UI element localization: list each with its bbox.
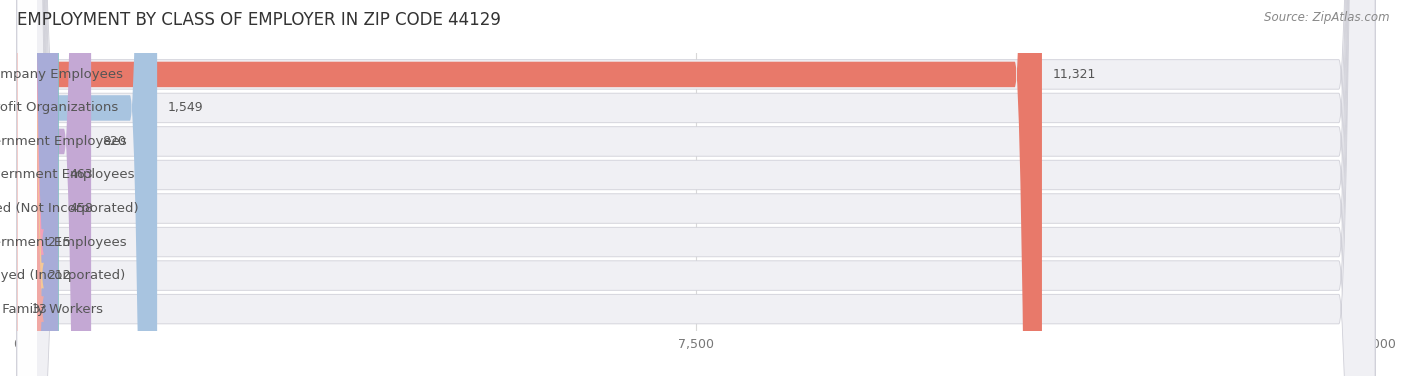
FancyBboxPatch shape bbox=[17, 0, 1375, 376]
Text: State Government Employees: State Government Employees bbox=[0, 235, 127, 249]
FancyBboxPatch shape bbox=[17, 0, 157, 376]
FancyBboxPatch shape bbox=[17, 0, 1375, 376]
FancyBboxPatch shape bbox=[18, 0, 37, 376]
FancyBboxPatch shape bbox=[10, 0, 44, 376]
FancyBboxPatch shape bbox=[18, 0, 37, 376]
FancyBboxPatch shape bbox=[17, 0, 1375, 376]
FancyBboxPatch shape bbox=[17, 0, 58, 376]
FancyBboxPatch shape bbox=[17, 0, 1375, 376]
FancyBboxPatch shape bbox=[17, 0, 1375, 376]
Text: 215: 215 bbox=[48, 235, 70, 249]
Text: 1,549: 1,549 bbox=[167, 102, 204, 114]
Text: 212: 212 bbox=[46, 269, 70, 282]
FancyBboxPatch shape bbox=[18, 0, 37, 376]
Text: Not-for-profit Organizations: Not-for-profit Organizations bbox=[0, 102, 118, 114]
Text: Self-Employed (Not Incorporated): Self-Employed (Not Incorporated) bbox=[0, 202, 139, 215]
Text: 463: 463 bbox=[70, 168, 93, 182]
Text: 33: 33 bbox=[31, 303, 46, 315]
Text: 458: 458 bbox=[69, 202, 93, 215]
Text: 11,321: 11,321 bbox=[1053, 68, 1097, 81]
Text: Federal Government Employees: Federal Government Employees bbox=[0, 168, 134, 182]
FancyBboxPatch shape bbox=[18, 0, 37, 376]
Text: Private Company Employees: Private Company Employees bbox=[0, 68, 122, 81]
Text: EMPLOYMENT BY CLASS OF EMPLOYER IN ZIP CODE 44129: EMPLOYMENT BY CLASS OF EMPLOYER IN ZIP C… bbox=[17, 11, 501, 29]
FancyBboxPatch shape bbox=[18, 0, 37, 376]
FancyBboxPatch shape bbox=[18, 0, 37, 376]
Text: 820: 820 bbox=[103, 135, 127, 148]
FancyBboxPatch shape bbox=[17, 0, 91, 376]
FancyBboxPatch shape bbox=[0, 0, 44, 376]
Text: Self-Employed (Incorporated): Self-Employed (Incorporated) bbox=[0, 269, 125, 282]
Text: Local Government Employees: Local Government Employees bbox=[0, 135, 127, 148]
FancyBboxPatch shape bbox=[18, 0, 37, 376]
Text: Unpaid Family Workers: Unpaid Family Workers bbox=[0, 303, 103, 315]
FancyBboxPatch shape bbox=[17, 0, 1375, 376]
FancyBboxPatch shape bbox=[17, 0, 1375, 376]
FancyBboxPatch shape bbox=[17, 0, 1375, 376]
FancyBboxPatch shape bbox=[18, 0, 37, 376]
FancyBboxPatch shape bbox=[17, 0, 59, 376]
FancyBboxPatch shape bbox=[8, 0, 44, 376]
Text: Source: ZipAtlas.com: Source: ZipAtlas.com bbox=[1264, 11, 1389, 24]
FancyBboxPatch shape bbox=[17, 0, 1042, 376]
